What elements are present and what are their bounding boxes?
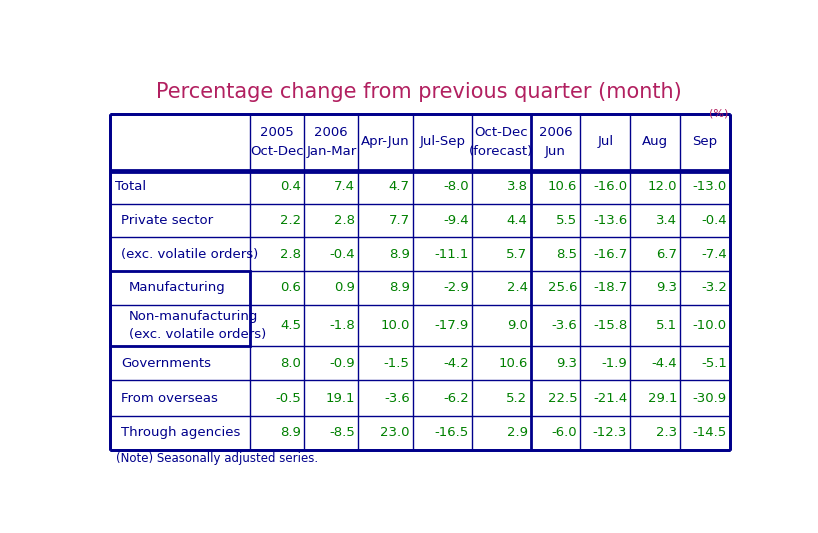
Text: 5.5: 5.5 — [556, 214, 578, 227]
Text: -0.5: -0.5 — [275, 392, 301, 405]
Text: 2.3: 2.3 — [656, 426, 677, 439]
Text: -10.0: -10.0 — [693, 319, 727, 332]
Text: -21.4: -21.4 — [593, 392, 627, 405]
Text: 9.0: 9.0 — [506, 319, 528, 332]
Text: -13.6: -13.6 — [593, 214, 627, 227]
Text: (%): (%) — [709, 109, 729, 119]
Text: 5.2: 5.2 — [506, 392, 528, 405]
Text: Jun: Jun — [545, 145, 566, 158]
Text: 2.4: 2.4 — [506, 281, 528, 294]
Text: 2.8: 2.8 — [280, 248, 301, 261]
Text: Total: Total — [115, 180, 146, 193]
Text: -6.0: -6.0 — [552, 426, 578, 439]
Text: Governments: Governments — [121, 357, 211, 370]
Text: 4.7: 4.7 — [389, 180, 410, 193]
Text: (Note) Seasonally adjusted series.: (Note) Seasonally adjusted series. — [116, 452, 318, 465]
Text: 9.3: 9.3 — [656, 281, 677, 294]
Text: Jan-Mar: Jan-Mar — [306, 145, 357, 158]
Text: -16.5: -16.5 — [434, 426, 469, 439]
Text: -16.7: -16.7 — [593, 248, 627, 261]
Text: 8.9: 8.9 — [280, 426, 301, 439]
Text: -17.9: -17.9 — [434, 319, 469, 332]
Text: -7.4: -7.4 — [701, 248, 727, 261]
Text: Non-manufacturing: Non-manufacturing — [128, 310, 258, 323]
Text: 6.7: 6.7 — [656, 248, 677, 261]
Text: -0.9: -0.9 — [330, 357, 355, 370]
Text: -13.0: -13.0 — [693, 180, 727, 193]
Text: 2.8: 2.8 — [335, 214, 355, 227]
Text: Oct-Dec: Oct-Dec — [474, 126, 528, 139]
Text: 10.6: 10.6 — [498, 357, 528, 370]
Text: 10.6: 10.6 — [548, 180, 578, 193]
Text: -4.2: -4.2 — [443, 357, 469, 370]
Text: 5.7: 5.7 — [506, 248, 528, 261]
Text: -4.4: -4.4 — [651, 357, 677, 370]
Bar — [110, 271, 249, 346]
Text: -0.4: -0.4 — [330, 248, 355, 261]
Text: 8.9: 8.9 — [389, 248, 410, 261]
Text: 7.4: 7.4 — [335, 180, 355, 193]
Text: 25.6: 25.6 — [548, 281, 578, 294]
Text: 3.4: 3.4 — [656, 214, 677, 227]
Text: 8.9: 8.9 — [389, 281, 410, 294]
Text: 8.0: 8.0 — [280, 357, 301, 370]
Text: Private sector: Private sector — [121, 214, 213, 227]
Text: 2006: 2006 — [314, 126, 348, 139]
Text: -18.7: -18.7 — [593, 281, 627, 294]
Text: Through agencies: Through agencies — [121, 426, 240, 439]
Text: Apr-Jun: Apr-Jun — [362, 135, 410, 149]
Text: -16.0: -16.0 — [593, 180, 627, 193]
Text: 0.9: 0.9 — [335, 281, 355, 294]
Text: 2005: 2005 — [260, 126, 294, 139]
Text: -3.6: -3.6 — [551, 319, 578, 332]
Text: Manufacturing: Manufacturing — [128, 281, 225, 294]
Text: -9.4: -9.4 — [443, 214, 469, 227]
Text: Sep: Sep — [693, 135, 717, 149]
Text: -8.5: -8.5 — [330, 426, 355, 439]
Text: -6.2: -6.2 — [443, 392, 469, 405]
Text: 29.1: 29.1 — [648, 392, 677, 405]
Text: -3.6: -3.6 — [384, 392, 410, 405]
Text: 2.9: 2.9 — [506, 426, 528, 439]
Text: 12.0: 12.0 — [648, 180, 677, 193]
Text: Jul: Jul — [597, 135, 614, 149]
Text: 10.0: 10.0 — [380, 319, 410, 332]
Text: 5.1: 5.1 — [656, 319, 677, 332]
Text: -8.0: -8.0 — [443, 180, 469, 193]
Text: -2.9: -2.9 — [443, 281, 469, 294]
Text: -11.1: -11.1 — [434, 248, 469, 261]
Text: 4.5: 4.5 — [280, 319, 301, 332]
Text: From overseas: From overseas — [121, 392, 218, 405]
Text: 4.4: 4.4 — [506, 214, 528, 227]
Text: 0.4: 0.4 — [280, 180, 301, 193]
Text: -1.8: -1.8 — [330, 319, 355, 332]
Text: 0.6: 0.6 — [280, 281, 301, 294]
Text: 19.1: 19.1 — [326, 392, 355, 405]
Text: 23.0: 23.0 — [380, 426, 410, 439]
Text: 9.3: 9.3 — [556, 357, 578, 370]
Text: 2006: 2006 — [539, 126, 573, 139]
Text: -5.1: -5.1 — [701, 357, 727, 370]
Text: 22.5: 22.5 — [548, 392, 578, 405]
Text: -30.9: -30.9 — [693, 392, 727, 405]
Text: -0.4: -0.4 — [701, 214, 727, 227]
Text: Percentage change from previous quarter (month): Percentage change from previous quarter … — [156, 82, 682, 102]
Text: 3.8: 3.8 — [506, 180, 528, 193]
Text: Oct-Dec: Oct-Dec — [250, 145, 303, 158]
Text: Aug: Aug — [642, 135, 668, 149]
Text: -12.3: -12.3 — [593, 426, 627, 439]
Text: 2.2: 2.2 — [280, 214, 301, 227]
Text: -3.2: -3.2 — [701, 281, 727, 294]
Text: -1.9: -1.9 — [601, 357, 627, 370]
Text: 8.5: 8.5 — [556, 248, 578, 261]
Text: -14.5: -14.5 — [693, 426, 727, 439]
Text: -15.8: -15.8 — [593, 319, 627, 332]
Text: (exc. volatile orders): (exc. volatile orders) — [121, 248, 258, 261]
Text: -1.5: -1.5 — [384, 357, 410, 370]
Text: (exc. volatile orders): (exc. volatile orders) — [128, 328, 266, 341]
Text: 7.7: 7.7 — [389, 214, 410, 227]
Text: (forecast): (forecast) — [469, 145, 533, 158]
Text: Jul-Sep: Jul-Sep — [420, 135, 465, 149]
